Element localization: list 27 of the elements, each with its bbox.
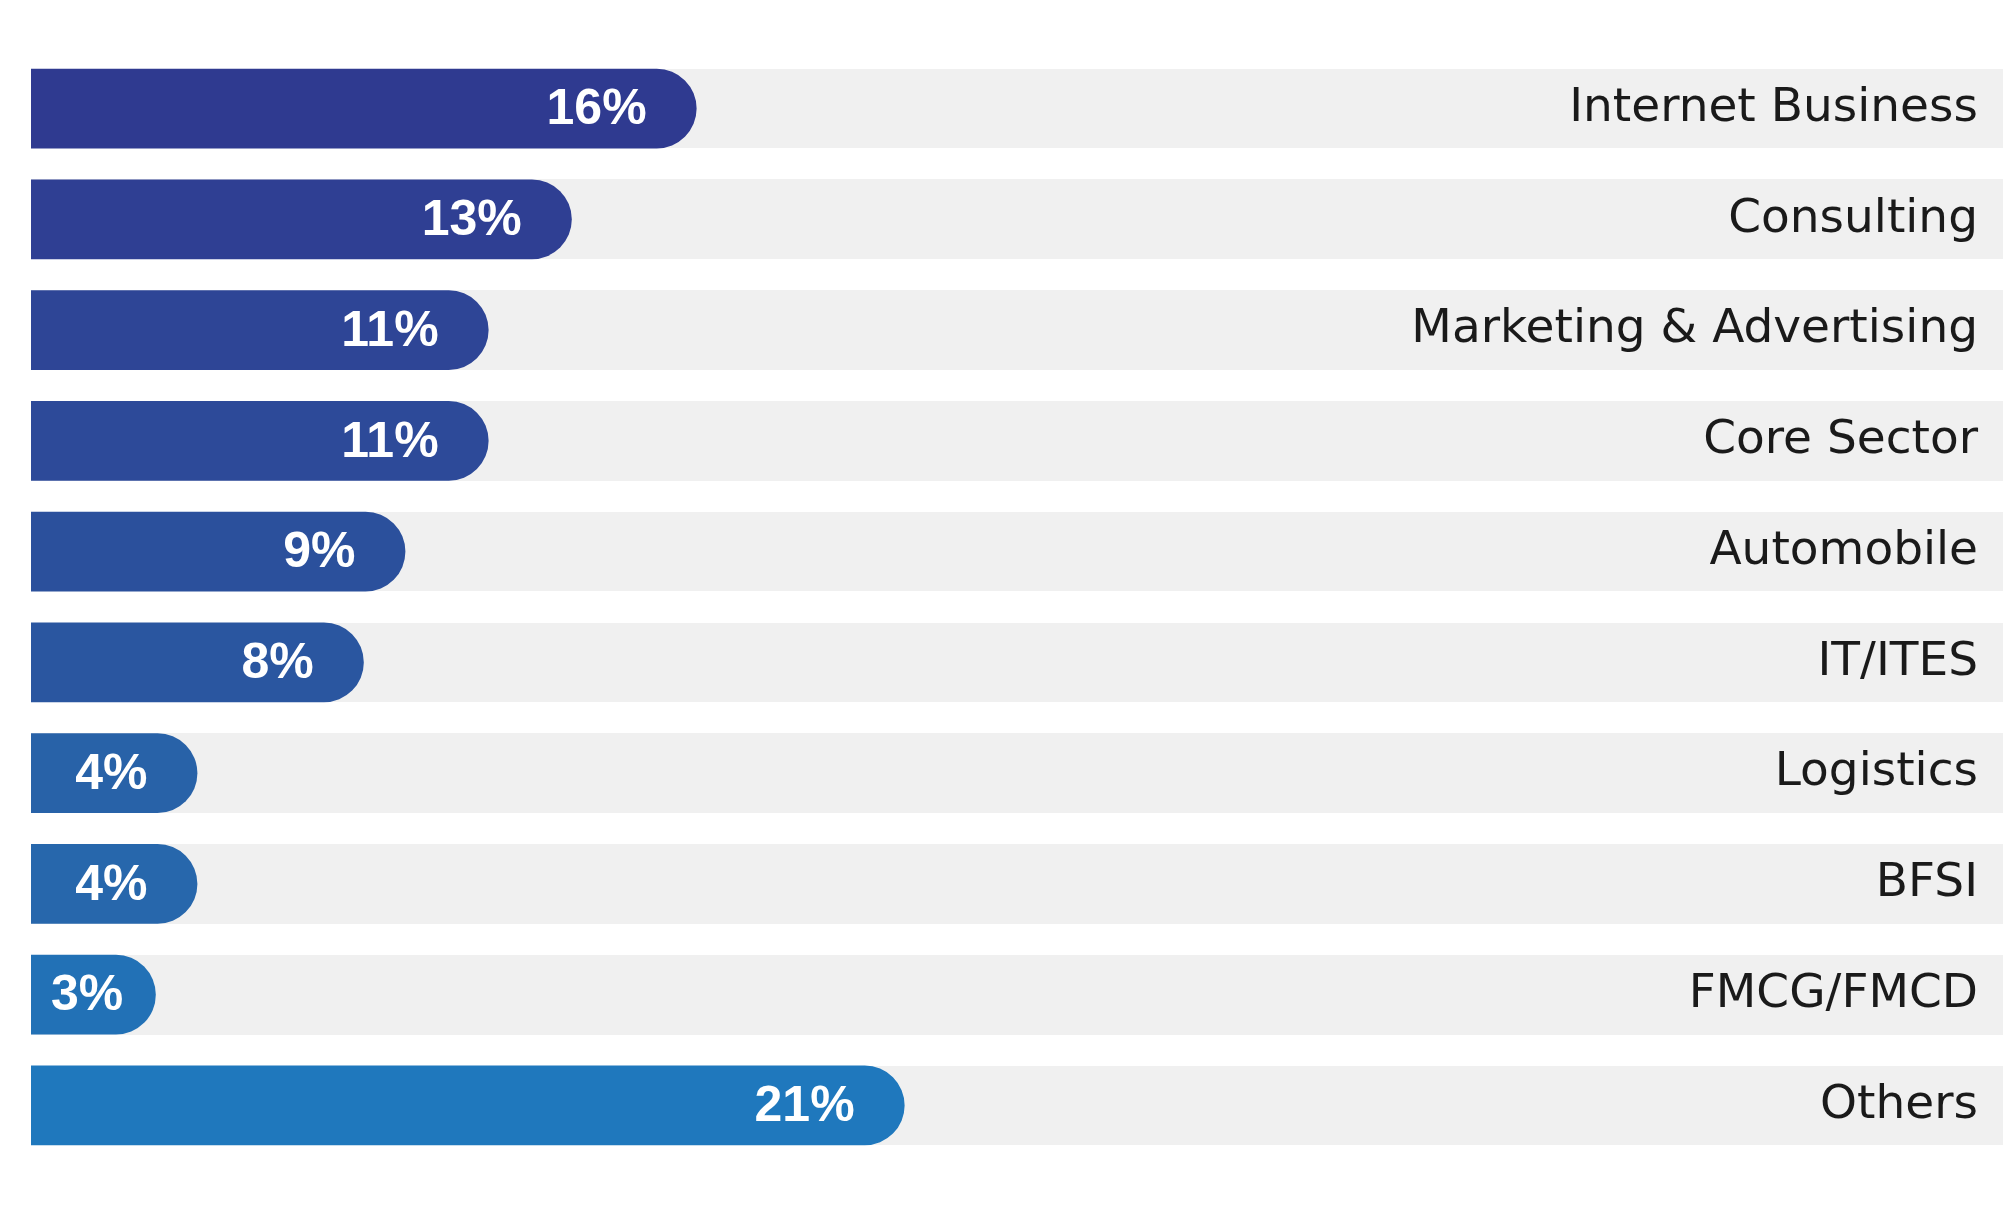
bar	[31, 844, 198, 924]
data-label: 4%	[75, 854, 148, 911]
bar	[31, 622, 364, 703]
data-label: 16%	[546, 79, 647, 136]
data-label: 9%	[283, 522, 356, 579]
y-tick-label: Automobile	[1709, 519, 1978, 575]
data-label: 11%	[341, 300, 439, 357]
bar	[31, 400, 489, 481]
y-tick-label: Consulting	[1728, 187, 1978, 243]
y-tick-label: Others	[1820, 1073, 1978, 1129]
data-label: 4%	[75, 743, 148, 800]
y-tick-label: BFSI	[1875, 852, 1978, 908]
data-label: 21%	[754, 1076, 855, 1133]
y-tick-label: Core Sector	[1703, 409, 1979, 465]
y-tick-label: Internet Business	[1569, 76, 1978, 132]
bar	[31, 511, 406, 592]
data-label: 13%	[421, 190, 522, 247]
bar	[31, 290, 489, 370]
bar	[31, 179, 572, 260]
y-tick-label: Logistics	[1774, 741, 1978, 797]
data-label: 11%	[341, 411, 439, 468]
data-label: 3%	[51, 965, 124, 1022]
data-label: 8%	[241, 633, 314, 690]
y-tick-label: FMCG/FMCD	[1688, 962, 1978, 1018]
y-tick-label: Marketing & Advertising	[1411, 298, 1978, 354]
y-tick-label: IT/ITES	[1817, 630, 1978, 686]
bar	[31, 733, 198, 814]
